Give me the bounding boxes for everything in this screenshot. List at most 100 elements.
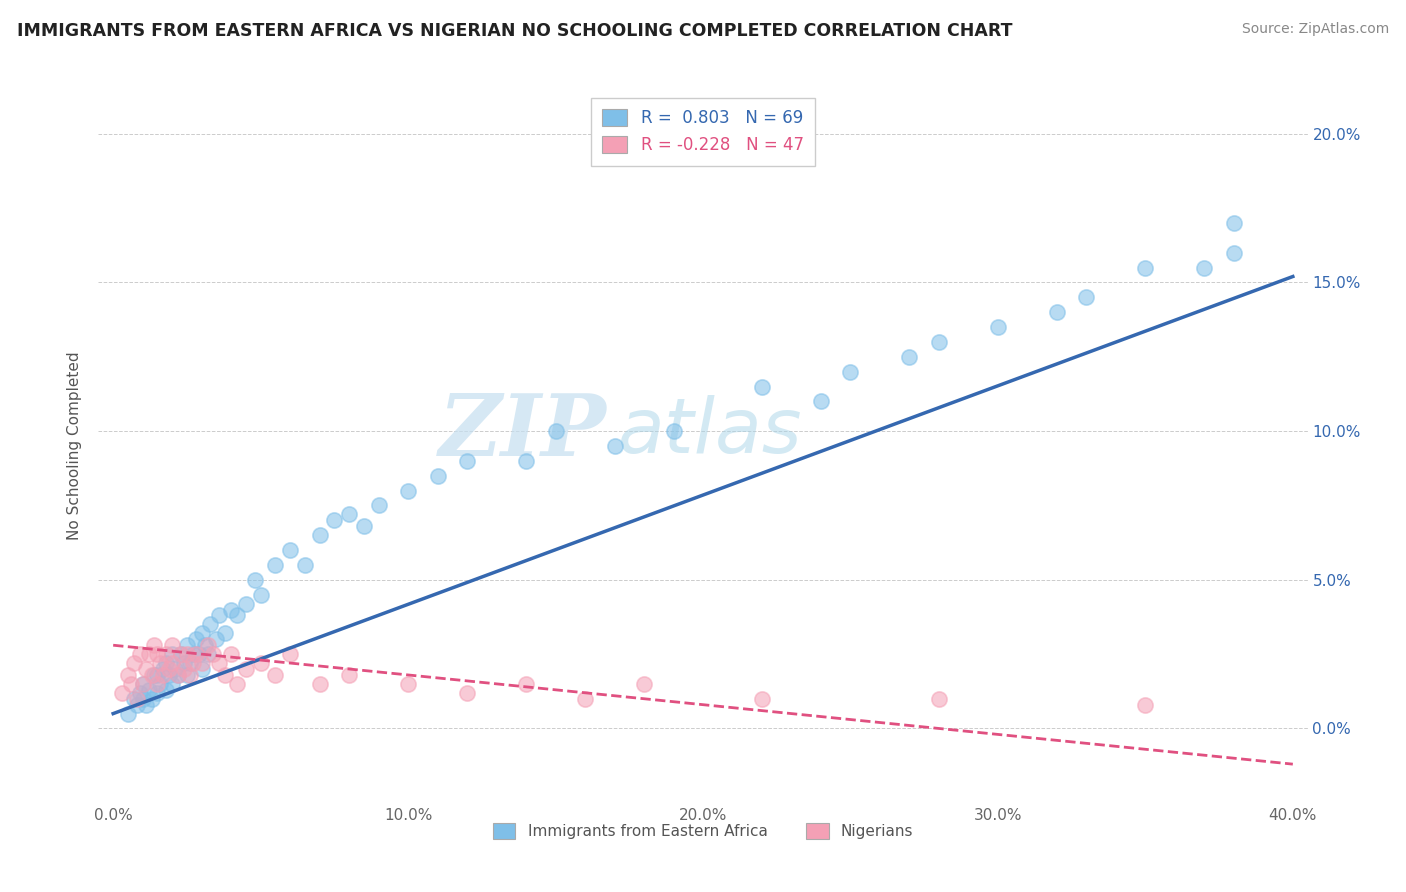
Point: [160, 638, 183, 652]
Point: [337, 508, 360, 522]
Point: [235, 662, 257, 676]
Point: [179, 656, 201, 670]
Point: [264, 668, 287, 682]
Point: [308, 677, 330, 691]
Point: [456, 454, 478, 468]
Point: [194, 638, 217, 652]
Point: [208, 656, 231, 670]
Text: Source: ZipAtlas.com: Source: ZipAtlas.com: [1241, 22, 1389, 37]
Point: [396, 677, 419, 691]
Point: [197, 647, 219, 661]
Point: [176, 668, 198, 682]
Point: [135, 662, 157, 676]
Point: [190, 662, 212, 676]
Point: [928, 334, 950, 349]
Point: [155, 682, 177, 697]
Point: [323, 513, 346, 527]
Point: [208, 608, 231, 623]
Point: [544, 424, 567, 438]
Point: [179, 668, 201, 682]
Point: [149, 677, 172, 691]
Point: [122, 691, 145, 706]
Point: [149, 656, 172, 670]
Point: [278, 543, 301, 558]
Point: [152, 662, 174, 676]
Point: [308, 528, 330, 542]
Point: [200, 617, 222, 632]
Point: [138, 682, 160, 697]
Point: [249, 588, 271, 602]
Point: [810, 394, 832, 409]
Point: [167, 668, 190, 682]
Text: IMMIGRANTS FROM EASTERN AFRICA VS NIGERIAN NO SCHOOLING COMPLETED CORRELATION CH: IMMIGRANTS FROM EASTERN AFRICA VS NIGERI…: [17, 22, 1012, 40]
Point: [143, 668, 166, 682]
Point: [1194, 260, 1216, 275]
Point: [155, 656, 177, 670]
Point: [184, 632, 207, 647]
Point: [751, 691, 773, 706]
Point: [146, 686, 169, 700]
Point: [1223, 216, 1246, 230]
Point: [190, 656, 212, 670]
Point: [176, 638, 198, 652]
Point: [187, 647, 209, 661]
Point: [987, 320, 1010, 334]
Point: [226, 677, 249, 691]
Point: [396, 483, 419, 498]
Point: [152, 668, 174, 682]
Point: [1135, 260, 1157, 275]
Point: [633, 677, 655, 691]
Point: [184, 647, 207, 661]
Point: [928, 691, 950, 706]
Point: [214, 668, 236, 682]
Point: [111, 686, 134, 700]
Point: [515, 677, 537, 691]
Point: [603, 439, 626, 453]
Point: [155, 647, 177, 661]
Point: [128, 647, 150, 661]
Legend: Immigrants from Eastern Africa, Nigerians: Immigrants from Eastern Africa, Nigerian…: [486, 817, 920, 845]
Point: [214, 626, 236, 640]
Point: [170, 647, 193, 661]
Text: ZIP: ZIP: [439, 390, 606, 474]
Point: [662, 424, 685, 438]
Point: [138, 647, 160, 661]
Point: [202, 647, 225, 661]
Point: [1046, 305, 1069, 319]
Point: [160, 647, 183, 661]
Point: [131, 677, 153, 691]
Point: [1223, 245, 1246, 260]
Point: [165, 662, 187, 676]
Point: [141, 668, 163, 682]
Point: [128, 686, 150, 700]
Point: [751, 379, 773, 393]
Point: [117, 668, 139, 682]
Point: [219, 647, 242, 661]
Point: [353, 519, 375, 533]
Point: [515, 454, 537, 468]
Point: [146, 677, 169, 691]
Point: [190, 626, 212, 640]
Point: [176, 647, 198, 661]
Point: [205, 632, 228, 647]
Point: [426, 468, 449, 483]
Point: [141, 691, 163, 706]
Y-axis label: No Schooling Completed: No Schooling Completed: [67, 351, 83, 541]
Point: [367, 499, 389, 513]
Point: [197, 638, 219, 652]
Point: [226, 608, 249, 623]
Point: [898, 350, 921, 364]
Point: [135, 698, 157, 712]
Point: [219, 602, 242, 616]
Point: [173, 662, 195, 676]
Point: [131, 677, 153, 691]
Point: [167, 668, 190, 682]
Point: [181, 656, 204, 670]
Point: [160, 656, 183, 670]
Point: [157, 662, 180, 676]
Point: [181, 647, 204, 661]
Point: [157, 668, 180, 682]
Point: [294, 558, 316, 572]
Point: [160, 677, 183, 691]
Point: [125, 691, 148, 706]
